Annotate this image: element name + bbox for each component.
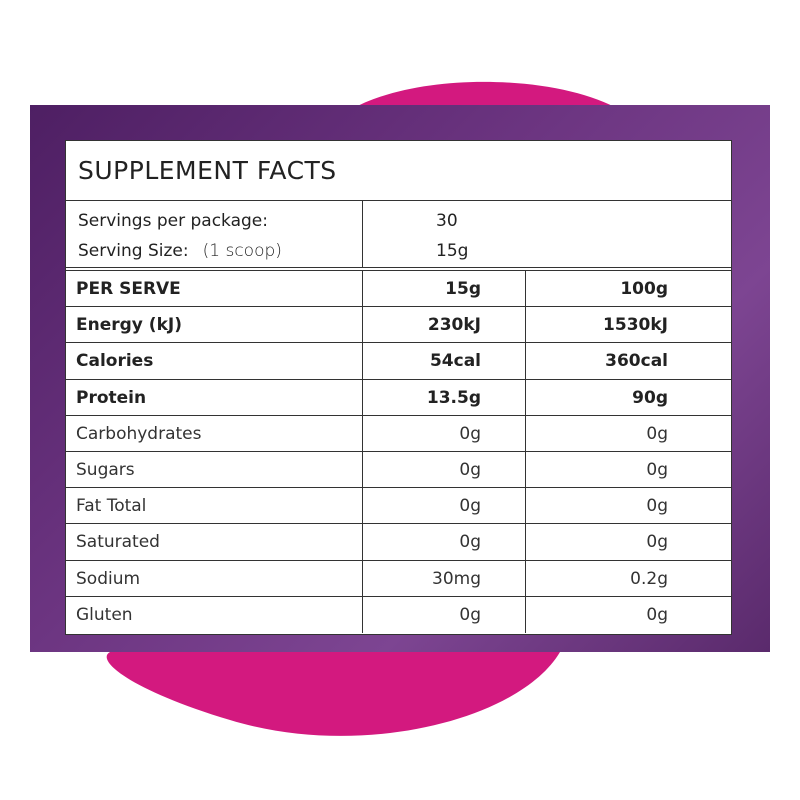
- table-cell: 0g: [525, 488, 731, 524]
- facts-table: SUPPLEMENT FACTS Servings per package: 30…: [65, 140, 732, 635]
- table-row: Saturated 0g 0g: [66, 524, 731, 561]
- rows: PER SERVE 15g 100g Energy (kJ) 230kJ 1530kJ Ca…: [66, 271, 731, 633]
- table-row: Calories 54cal 360cal: [66, 343, 731, 380]
- table-cell: PER SERVE: [76, 279, 181, 299]
- table-row: Gluten 0g 0g: [66, 596, 731, 633]
- serving-value: 15g: [436, 241, 469, 261]
- table-cell: 0g: [362, 596, 525, 633]
- table-cell: 13.5g: [362, 379, 525, 415]
- table-row: Energy (kJ) 230kJ 1530kJ: [66, 307, 731, 344]
- table-cell: 1530kJ: [525, 307, 731, 343]
- table-cell: Fat Total: [76, 496, 147, 517]
- table-row: PER SERVE 15g 100g: [66, 271, 731, 308]
- table-cell: Carbohydrates: [76, 423, 202, 444]
- table-row: Carbohydrates 0g 0g: [66, 415, 731, 452]
- table-cell: 0g: [525, 596, 731, 633]
- table-cell: 54cal: [362, 343, 525, 379]
- title: SUPPLEMENT FACTS: [66, 141, 731, 201]
- serving-note: (1 scoop): [202, 241, 282, 261]
- table-cell: 360cal: [525, 343, 731, 379]
- table-cell: Sugars: [76, 459, 135, 480]
- table-cell: 0g: [362, 488, 525, 524]
- table-row: Protein 13.5g 90g: [66, 379, 731, 416]
- table-cell: 230kJ: [362, 307, 525, 343]
- table-cell: 0.2g: [525, 560, 731, 596]
- serving-label: Servings per package:: [78, 211, 268, 231]
- table-row: Sodium 30mg 0.2g: [66, 560, 731, 597]
- table-row: Sugars 0g 0g: [66, 451, 731, 489]
- table-cell: Calories: [76, 351, 154, 372]
- table-row: Fat Total 0g 0g: [66, 488, 731, 525]
- table-cell: 0g: [362, 524, 525, 560]
- table-cell: 30mg: [362, 560, 525, 596]
- table-cell: Protein: [76, 387, 147, 408]
- table-cell: Energy (kJ): [76, 315, 182, 336]
- table-cell: Gluten: [76, 604, 133, 625]
- serving-row: Serving Size: (1 scoop) 15g: [78, 236, 468, 266]
- table-cell: 0g: [362, 451, 525, 488]
- serving-value: 30: [436, 211, 458, 231]
- table-cell: 0g: [525, 451, 731, 488]
- table-cell: 0g: [362, 415, 525, 451]
- table-cell: Sodium: [76, 568, 141, 589]
- table-cell: 90g: [525, 379, 731, 415]
- table-cell: Saturated: [76, 532, 160, 553]
- table-cell: 100g: [525, 271, 731, 307]
- serving-row: Servings per package: 30: [78, 206, 458, 236]
- divider: [362, 201, 363, 267]
- table-cell: 15g: [362, 271, 525, 307]
- servings: Servings per package: 30 Serving Size: (1 s…: [66, 201, 731, 271]
- table-cell: 0g: [525, 415, 731, 451]
- table-cell: 0g: [525, 524, 731, 560]
- serving-label: Serving Size:: [78, 241, 189, 261]
